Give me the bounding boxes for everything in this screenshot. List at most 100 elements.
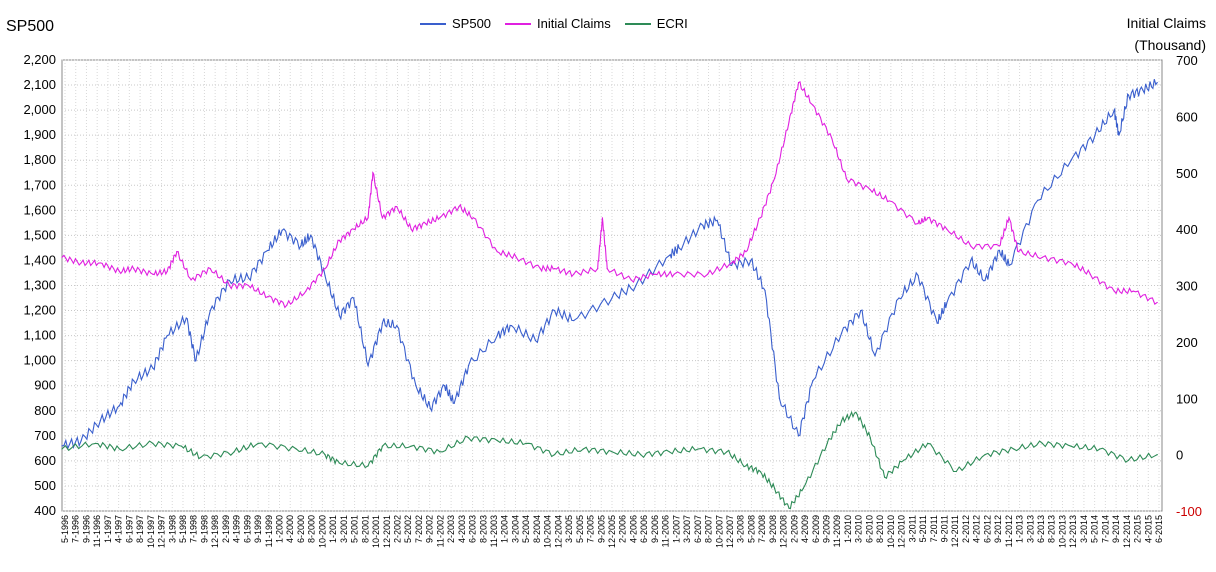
x-tick-label: 6-2000 xyxy=(296,515,306,543)
point-sp500 xyxy=(1037,199,1039,201)
point-sp500 xyxy=(381,322,384,324)
x-tick-label: 12-2008 xyxy=(779,515,789,548)
legend-swatch-ecri xyxy=(624,22,651,25)
legend: SP500 Initial Claims ECRI xyxy=(420,16,688,31)
x-tick-label: 8-2013 xyxy=(1047,515,1057,543)
point-sp500 xyxy=(338,314,340,317)
legend-item-sp500: SP500 xyxy=(420,16,491,31)
x-tick-label: 1-2013 xyxy=(1015,515,1025,543)
point-initial-claims xyxy=(1041,256,1044,258)
point-ecri xyxy=(1127,459,1130,461)
x-tick-label: 4-1999 xyxy=(232,515,242,543)
legend-label-ecri: ECRI xyxy=(656,16,688,31)
x-tick-label: 12-2001 xyxy=(382,515,392,548)
x-tick-label: 4-2012 xyxy=(972,515,982,543)
legend-item-initial-claims: Initial Claims xyxy=(505,16,611,31)
x-tick-label: 11-2006 xyxy=(661,515,671,547)
point-initial-claims xyxy=(496,251,498,253)
x-tick-label: 3-2005 xyxy=(564,515,574,543)
x-tick-label: 3-2004 xyxy=(510,515,520,543)
point-initial-claims xyxy=(797,81,800,84)
point-sp500 xyxy=(1070,159,1072,161)
x-tick-label: 1-2001 xyxy=(328,515,338,543)
point-ecri xyxy=(118,448,120,450)
point-initial-claims xyxy=(774,177,776,179)
point-ecri xyxy=(582,448,584,450)
x-tick-label: 2-2015 xyxy=(1133,515,1143,543)
point-sp500 xyxy=(797,435,800,437)
point-initial-claims xyxy=(788,121,790,123)
x-tick-label: 11-1999 xyxy=(264,515,274,547)
right-axis-label-line1: Initial Claims xyxy=(1126,15,1206,31)
y-left-tick-label: 1,700 xyxy=(23,177,56,192)
x-tick-label: 8-2000 xyxy=(307,515,317,543)
tick-layer: 400 500 600 700 800 900 1,000 1,100 1,200 1,300 1,… xyxy=(23,52,1202,548)
point-ecri xyxy=(903,459,905,461)
point-initial-claims xyxy=(353,228,355,230)
x-tick-label: 6-1999 xyxy=(242,515,252,543)
point-ecri xyxy=(1013,448,1015,450)
point-sp500 xyxy=(118,405,120,407)
point-initial-claims xyxy=(324,267,326,270)
x-tick-label: 3-2007 xyxy=(682,515,692,543)
x-tick-label: 5-2002 xyxy=(403,515,413,543)
point-sp500 xyxy=(764,289,766,292)
point-sp500 xyxy=(80,440,82,442)
y-left-tick-label: 1,900 xyxy=(23,127,56,142)
point-initial-claims xyxy=(812,104,814,106)
point-sp500 xyxy=(195,360,197,362)
x-tick-label: 7-2002 xyxy=(414,515,424,543)
y-left-tick-label: 400 xyxy=(34,503,56,518)
point-initial-claims xyxy=(845,177,847,179)
point-ecri xyxy=(640,454,642,456)
x-tick-label: 10-2007 xyxy=(714,515,724,548)
left-axis-label: SP500 xyxy=(6,18,55,35)
y-right-tick-label: 600 xyxy=(1176,109,1198,124)
point-ecri xyxy=(697,448,699,450)
x-tick-label: 10-1997 xyxy=(146,515,156,548)
y-left-tick-label: 1,000 xyxy=(23,353,56,368)
point-sp500 xyxy=(415,385,417,387)
x-tick-label: 9-2005 xyxy=(596,515,606,543)
point-ecri xyxy=(367,465,369,467)
point-sp500 xyxy=(898,297,900,299)
point-sp500 xyxy=(367,365,369,367)
point-sp500 xyxy=(716,219,718,221)
point-initial-claims xyxy=(472,217,474,219)
x-tick-label: 1-1997 xyxy=(103,515,113,543)
point-ecri xyxy=(200,456,202,459)
x-tick-label: 5-2011 xyxy=(918,515,928,542)
x-tick-label: 12-1997 xyxy=(157,515,167,548)
point-initial-claims xyxy=(759,217,761,219)
point-sp500 xyxy=(444,385,446,387)
legend-swatch-initial-claims xyxy=(505,22,532,25)
point-initial-claims xyxy=(190,279,192,281)
x-tick-label: 3-2010 xyxy=(854,515,864,543)
point-ecri xyxy=(668,451,670,453)
x-tick-label: 9-2011 xyxy=(939,515,949,542)
point-ecri xyxy=(467,437,470,439)
y-left-tick-label: 800 xyxy=(34,403,56,418)
y-left-tick-label: 600 xyxy=(34,453,56,468)
x-tick-label: 3-2008 xyxy=(736,515,746,543)
x-tick-label: 11-1996 xyxy=(92,515,102,547)
point-initial-claims xyxy=(654,273,656,275)
point-sp500 xyxy=(860,309,862,312)
x-tick-label: 8-2007 xyxy=(704,515,714,543)
point-ecri xyxy=(611,451,613,453)
point-initial-claims xyxy=(176,251,178,253)
point-sp500 xyxy=(778,397,780,399)
point-sp500 xyxy=(917,274,919,277)
point-ecri xyxy=(840,420,843,422)
x-tick-label: 1-2007 xyxy=(671,515,681,543)
point-initial-claims xyxy=(1156,301,1158,304)
point-initial-claims xyxy=(458,205,460,208)
point-ecri xyxy=(324,454,326,456)
x-tick-label: 3-2013 xyxy=(1025,515,1035,543)
point-sp500 xyxy=(324,274,326,277)
point-initial-claims xyxy=(539,267,541,270)
point-sp500 xyxy=(730,264,733,267)
point-initial-claims xyxy=(381,217,384,219)
x-tick-label: 6-2006 xyxy=(639,515,649,543)
point-sp500 xyxy=(1127,94,1130,96)
